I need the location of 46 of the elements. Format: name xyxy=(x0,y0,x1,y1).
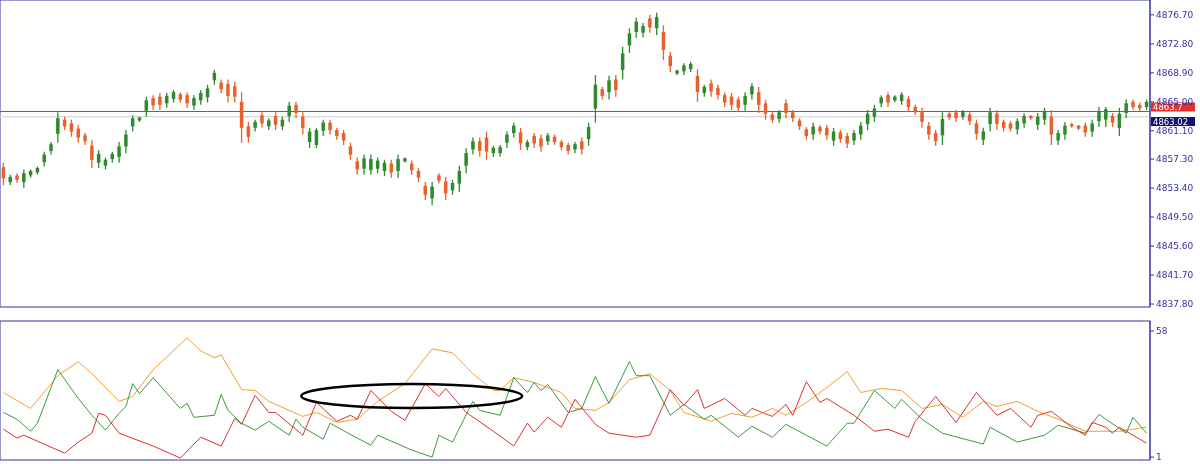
candlestick xyxy=(369,153,373,176)
candlestick xyxy=(464,147,468,174)
candlestick xyxy=(920,107,924,129)
candlestick xyxy=(763,98,768,121)
y-tick-label: 4853.40 xyxy=(1156,183,1194,194)
candlestick xyxy=(1029,114,1033,121)
candlestick xyxy=(246,121,251,144)
candlestick xyxy=(396,153,400,179)
y-tick-label: 4868.90 xyxy=(1156,68,1194,78)
candlestick xyxy=(301,111,305,136)
candlestick xyxy=(974,119,979,141)
y-tick-label: 58 xyxy=(1156,326,1168,337)
candlestick xyxy=(743,91,747,112)
ref-line-label: 4863.02 xyxy=(1153,116,1189,127)
y-tick-label: 4872.80 xyxy=(1156,39,1194,50)
y-tick-label: 4841.70 xyxy=(1156,270,1194,281)
candlestick xyxy=(22,168,26,189)
candlestick xyxy=(634,17,638,39)
y-tick-label: 4861.10 xyxy=(1156,125,1194,136)
candlestick xyxy=(614,74,618,98)
candlestick xyxy=(233,81,237,104)
candlestick xyxy=(56,111,60,144)
candlestick xyxy=(784,98,788,119)
line-series xyxy=(2,337,1148,432)
y-tick-label: 4849.50 xyxy=(1156,212,1194,223)
candlestick xyxy=(607,75,611,101)
y-tick-label: 1 xyxy=(1156,452,1162,463)
line-series xyxy=(2,381,1148,459)
candlestick xyxy=(90,139,94,169)
y-tick-label: 4845.60 xyxy=(1156,241,1194,252)
line-series xyxy=(2,361,1148,458)
candlestick xyxy=(1104,106,1108,128)
candlestick xyxy=(1124,98,1128,119)
candlestick xyxy=(995,109,999,131)
candlestick xyxy=(362,153,366,176)
candlestick xyxy=(1097,106,1101,128)
y-tick-label: 4876.70 xyxy=(1156,10,1194,21)
candlestick xyxy=(144,95,149,118)
candlestick xyxy=(988,107,992,133)
candlestick xyxy=(226,78,230,104)
candlestick xyxy=(430,181,434,206)
candlestick xyxy=(287,101,291,123)
y-tick-label: 4857.30 xyxy=(1156,154,1194,165)
candlestick xyxy=(117,141,121,164)
candlestick xyxy=(124,129,128,154)
y-tick-label: 4837.80 xyxy=(1156,299,1194,310)
